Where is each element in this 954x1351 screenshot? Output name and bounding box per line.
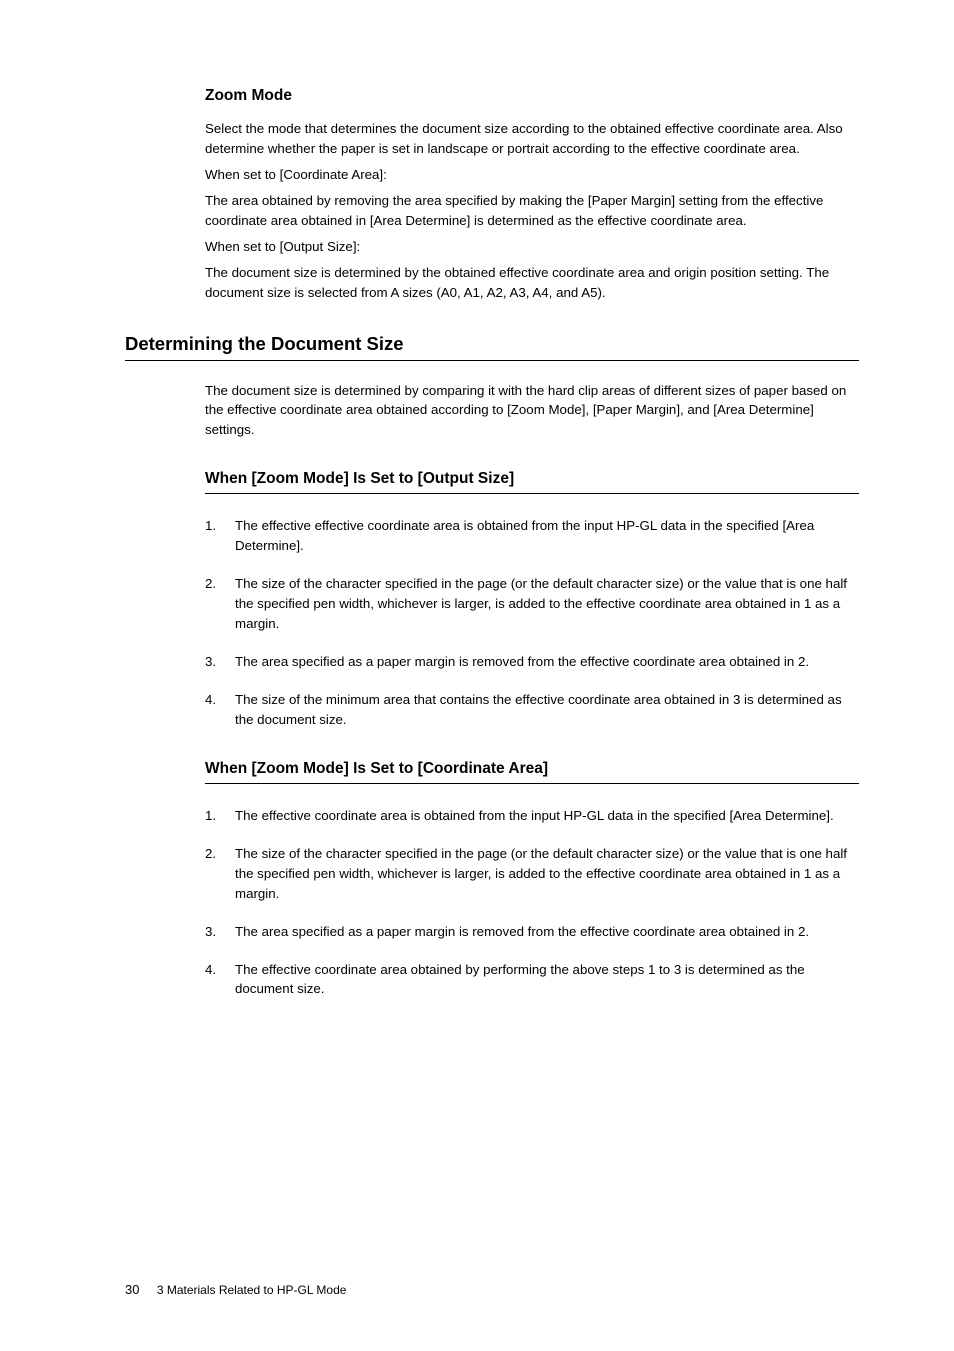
chapter-label: 3 Materials Related to HP-GL Mode [157, 1283, 347, 1297]
list-text: The size of the character specified in t… [235, 576, 847, 631]
coordinate-area-list: 1. The effective coordinate area is obta… [205, 806, 859, 1000]
page-footer: 30 3 Materials Related to HP-GL Mode [125, 1282, 346, 1297]
list-number: 1. [205, 516, 216, 536]
zoom-para-5: The document size is determined by the o… [205, 263, 859, 303]
list-item: 2. The size of the character specified i… [205, 844, 859, 904]
list-number: 1. [205, 806, 216, 826]
list-text: The size of the character specified in t… [235, 846, 847, 901]
heading-zoom-mode: Zoom Mode [205, 87, 859, 105]
zoom-para-4: When set to [Output Size]: [205, 237, 859, 257]
list-item: 1. The effective coordinate area is obta… [205, 806, 859, 826]
list-number: 4. [205, 690, 216, 710]
list-text: The effective effective coordinate area … [235, 518, 814, 553]
list-text: The size of the minimum area that contai… [235, 692, 842, 727]
list-number: 4. [205, 960, 216, 980]
list-item: 4. The effective coordinate area obtaine… [205, 960, 859, 1000]
heading-determining-doc-size: Determining the Document Size [125, 333, 859, 355]
list-item: 3. The area specified as a paper margin … [205, 652, 859, 672]
list-number: 2. [205, 574, 216, 594]
list-item: 2. The size of the character specified i… [205, 574, 859, 634]
list-item: 1. The effective effective coordinate ar… [205, 516, 859, 556]
zoom-para-2: When set to [Coordinate Area]: [205, 165, 859, 185]
output-size-list: 1. The effective effective coordinate ar… [205, 516, 859, 730]
list-text: The area specified as a paper margin is … [235, 924, 809, 939]
list-text: The effective coordinate area is obtaine… [235, 808, 834, 823]
zoom-para-1: Select the mode that determines the docu… [205, 119, 859, 159]
list-item: 4. The size of the minimum area that con… [205, 690, 859, 730]
heading-coordinate-area: When [Zoom Mode] Is Set to [Coordinate A… [205, 760, 859, 778]
heading-output-size: When [Zoom Mode] Is Set to [Output Size] [205, 470, 859, 488]
list-item: 3. The area specified as a paper margin … [205, 922, 859, 942]
list-number: 2. [205, 844, 216, 864]
zoom-para-3: The area obtained by removing the area s… [205, 191, 859, 231]
page-number: 30 [125, 1282, 139, 1297]
list-text: The area specified as a paper margin is … [235, 654, 809, 669]
list-number: 3. [205, 922, 216, 942]
list-number: 3. [205, 652, 216, 672]
det-para-1: The document size is determined by compa… [205, 381, 859, 441]
list-text: The effective coordinate area obtained b… [235, 962, 805, 997]
